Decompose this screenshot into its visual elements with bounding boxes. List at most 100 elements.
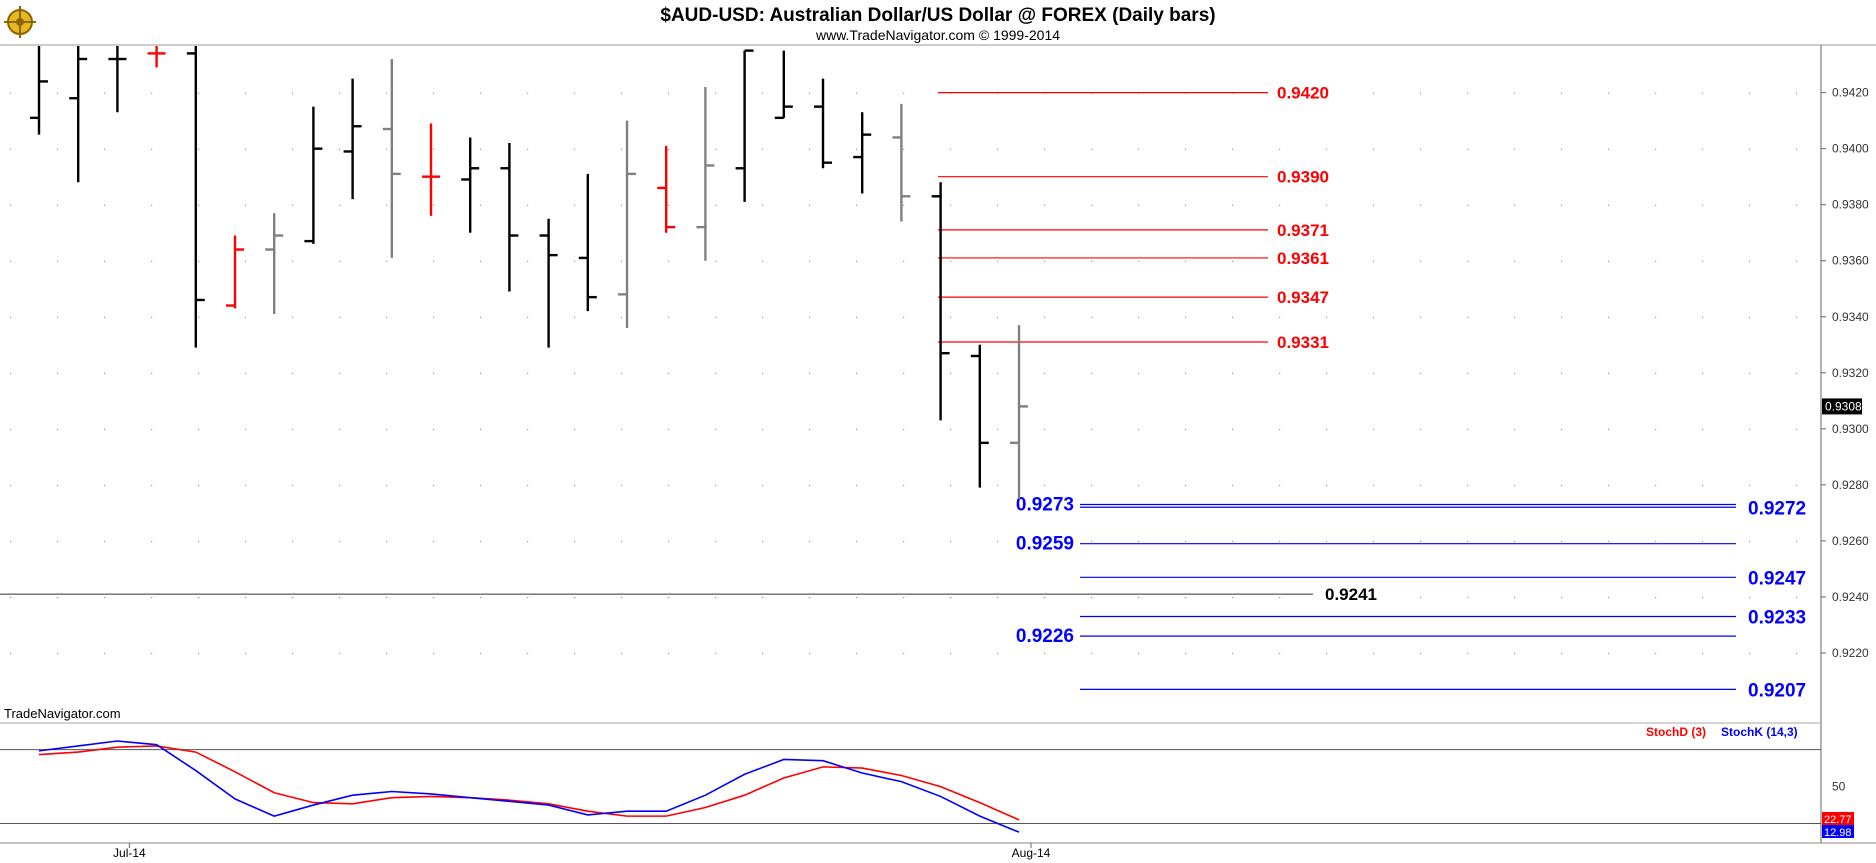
grid-dot xyxy=(57,92,59,94)
stoch-k-line xyxy=(38,740,1020,833)
grid-dot xyxy=(574,372,576,374)
grid-dot xyxy=(809,372,811,374)
grid-dot xyxy=(1326,652,1328,655)
grid-dot xyxy=(245,596,247,599)
grid-dot xyxy=(1232,148,1234,150)
grid-dot xyxy=(1044,204,1046,206)
grid-dot xyxy=(10,484,12,487)
grid-dot xyxy=(1514,260,1516,262)
grid-dot xyxy=(574,204,576,206)
grid-dot xyxy=(950,428,952,431)
grid-dot xyxy=(574,652,576,655)
grid-dot xyxy=(104,428,106,431)
grid-dot xyxy=(1185,540,1187,543)
grid-dot xyxy=(480,372,482,374)
grid-dot xyxy=(1561,596,1563,599)
grid-dot xyxy=(762,652,764,655)
grid-dot xyxy=(1138,652,1140,655)
grid-dot xyxy=(1420,372,1422,374)
grid-dot xyxy=(997,204,999,206)
resistance-label: 0.9347 xyxy=(1277,288,1329,307)
grid-dot xyxy=(198,148,200,150)
grid-dot xyxy=(527,484,529,487)
grid-dot xyxy=(715,92,717,94)
grid-dot xyxy=(1138,204,1140,206)
grid-dot xyxy=(527,204,529,206)
grid-dot xyxy=(1326,428,1328,431)
grid-dot xyxy=(386,260,388,262)
grid-dot xyxy=(1796,372,1798,374)
grid-dot xyxy=(292,540,294,543)
grid-dot xyxy=(950,148,952,150)
grid-dot xyxy=(1514,428,1516,431)
grid-dot xyxy=(527,316,529,318)
ohlc-bar xyxy=(422,123,440,216)
grid-dot xyxy=(1185,372,1187,374)
grid-dot xyxy=(1185,260,1187,262)
grid-dot xyxy=(57,428,59,431)
grid-dot xyxy=(198,92,200,94)
grid-dot xyxy=(762,204,764,206)
grid-dot xyxy=(386,484,388,487)
grid-dot xyxy=(809,316,811,318)
resistance-label: 0.9371 xyxy=(1277,221,1329,240)
grid-dot xyxy=(715,652,717,655)
grid-dot xyxy=(292,372,294,374)
grid-dot xyxy=(668,596,670,599)
ohlc-bar xyxy=(539,218,558,348)
ohlc-bar xyxy=(657,145,676,233)
grid-dot xyxy=(1232,484,1234,487)
grid-dot xyxy=(1467,372,1469,374)
grid-dot xyxy=(997,316,999,318)
grid-dot xyxy=(292,148,294,150)
grid-dot xyxy=(480,92,482,94)
grid-dot xyxy=(433,204,435,206)
grid-dot xyxy=(1655,484,1657,487)
grid-dot xyxy=(715,148,717,150)
grid-dot xyxy=(1608,652,1610,655)
grid-dot xyxy=(1044,148,1046,150)
grid-dot xyxy=(1420,148,1422,150)
ohlc-bar xyxy=(853,112,872,194)
grid-dot xyxy=(1514,372,1516,374)
grid-dot xyxy=(1420,596,1422,599)
ohlc-bar xyxy=(382,59,401,258)
grid-dot xyxy=(1655,652,1657,655)
grid-dot xyxy=(57,484,59,487)
price-tick-label: 0.9280 xyxy=(1832,478,1869,492)
grid-dot xyxy=(386,204,388,206)
grid-dot xyxy=(1467,316,1469,318)
grid-dot xyxy=(245,316,247,318)
grid-dot xyxy=(1608,148,1610,150)
grid-dot xyxy=(762,148,764,150)
grid-dot xyxy=(1091,540,1093,543)
grid-dot xyxy=(10,596,12,599)
grid-dot xyxy=(57,596,59,599)
grid-dot xyxy=(1702,652,1704,655)
grid-dot xyxy=(151,260,153,262)
grid-dot xyxy=(574,316,576,318)
grid-dot xyxy=(1091,316,1093,318)
grid-dot xyxy=(1279,316,1281,318)
grid-dot xyxy=(339,148,341,150)
grid-dot xyxy=(1514,652,1516,655)
grid-dot xyxy=(1091,204,1093,206)
grid-dot xyxy=(762,260,764,262)
grid-dot xyxy=(57,540,59,543)
grid-dot xyxy=(57,204,59,206)
grid-dot xyxy=(386,652,388,655)
grid-dot xyxy=(1655,540,1657,543)
grid-dot xyxy=(715,316,717,318)
grid-dot xyxy=(480,540,482,543)
grid-dot xyxy=(997,260,999,262)
stoch-d-legend: StochD (3) xyxy=(1646,725,1706,739)
stoch-k-value: 12.98 xyxy=(1824,827,1852,839)
grid-dot xyxy=(1561,204,1563,206)
grid-dot xyxy=(10,652,12,655)
grid-dot xyxy=(1749,428,1751,431)
grid-dot xyxy=(1467,204,1469,206)
grid-dot xyxy=(433,540,435,543)
grid-dot xyxy=(198,540,200,543)
last-price-marker xyxy=(1822,398,1862,415)
grid-dot xyxy=(339,652,341,655)
